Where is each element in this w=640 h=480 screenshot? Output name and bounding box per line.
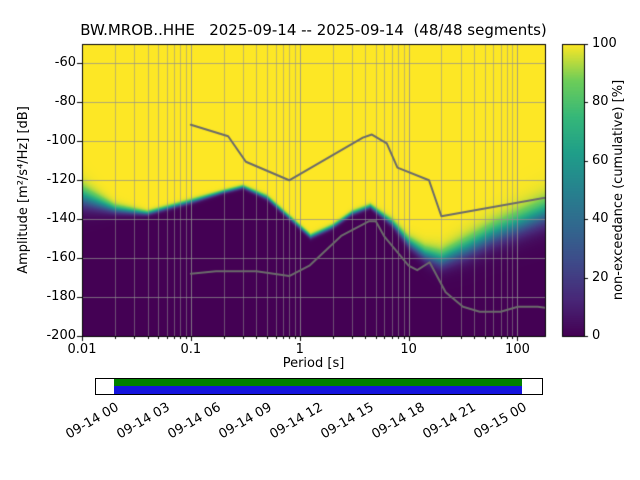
y-tick-label: -80 [54, 94, 76, 110]
colorbar-tick-label: 80 [592, 94, 609, 110]
timeline-coverage-blue [113, 386, 522, 394]
colorbar-tick-label: 100 [592, 36, 617, 51]
x-tick-label: 1 [295, 342, 304, 357]
colorbar-tick-label: 0 [592, 328, 601, 343]
colorbar-tick-label: 40 [592, 211, 609, 227]
y-tick-label: -140 [46, 211, 76, 227]
y-tick-label: -120 [46, 172, 76, 188]
plot-title: BW.MROB..HHE 2025-09-14 -- 2025-09-14 (4… [80, 21, 547, 39]
x-axis-label: Period [s] [282, 356, 345, 371]
x-tick-label: 10 [400, 342, 417, 357]
y-tick-label: -60 [54, 55, 76, 71]
y-tick-label: -180 [46, 289, 76, 305]
colorbar-label: non-exceedance (cumulative) [%] [611, 79, 626, 301]
x-tick-label: 0.01 [67, 342, 97, 357]
y-tick-label: -200 [46, 328, 76, 343]
timeline-bar [95, 378, 543, 395]
colorbar-tick-label: 60 [592, 152, 609, 168]
x-tick-label: 0.1 [180, 342, 202, 357]
colorbar-tick-label: 20 [592, 269, 609, 285]
timeline-coverage-green [113, 379, 522, 386]
y-tick-label: -100 [46, 133, 76, 149]
x-tick-label: 100 [505, 342, 530, 357]
y-tick-label: -160 [46, 250, 76, 266]
